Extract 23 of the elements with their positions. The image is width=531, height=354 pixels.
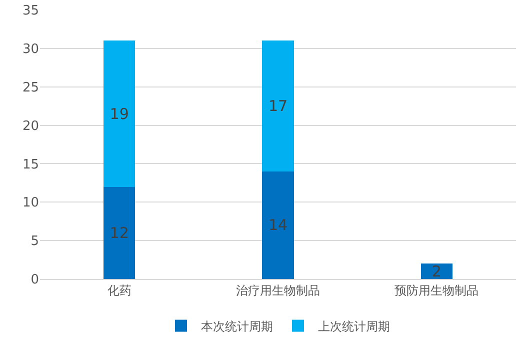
bar bbox=[262, 171, 294, 279]
data-label: 19 bbox=[110, 104, 129, 123]
x-tick-label: 治疗用生物制品 bbox=[236, 283, 320, 298]
data-label: 17 bbox=[268, 97, 288, 116]
y-tick-label: 5 bbox=[30, 234, 39, 250]
bar bbox=[262, 40, 294, 172]
y-tick-label: 35 bbox=[22, 4, 39, 19]
y-tick-label: 0 bbox=[30, 272, 39, 288]
data-label: 12 bbox=[110, 224, 129, 242]
bar bbox=[103, 40, 136, 187]
y-tick-label: 15 bbox=[22, 157, 39, 172]
x-tick-label: 化药 bbox=[107, 283, 132, 298]
bar bbox=[420, 264, 453, 279]
y-tick-label: 10 bbox=[22, 196, 39, 211]
x-tick-label: 预防用生物制品 bbox=[394, 283, 479, 298]
legend-label: 本次统计周期 bbox=[201, 319, 273, 334]
y-tick-label: 25 bbox=[22, 80, 39, 96]
data-label: 14 bbox=[268, 216, 288, 234]
y-tick-label: 30 bbox=[22, 42, 39, 57]
bar bbox=[103, 186, 136, 279]
legend-label: 上次统计周期 bbox=[318, 319, 390, 334]
data-label: 2 bbox=[432, 262, 442, 280]
y-tick-label: 20 bbox=[22, 118, 39, 134]
